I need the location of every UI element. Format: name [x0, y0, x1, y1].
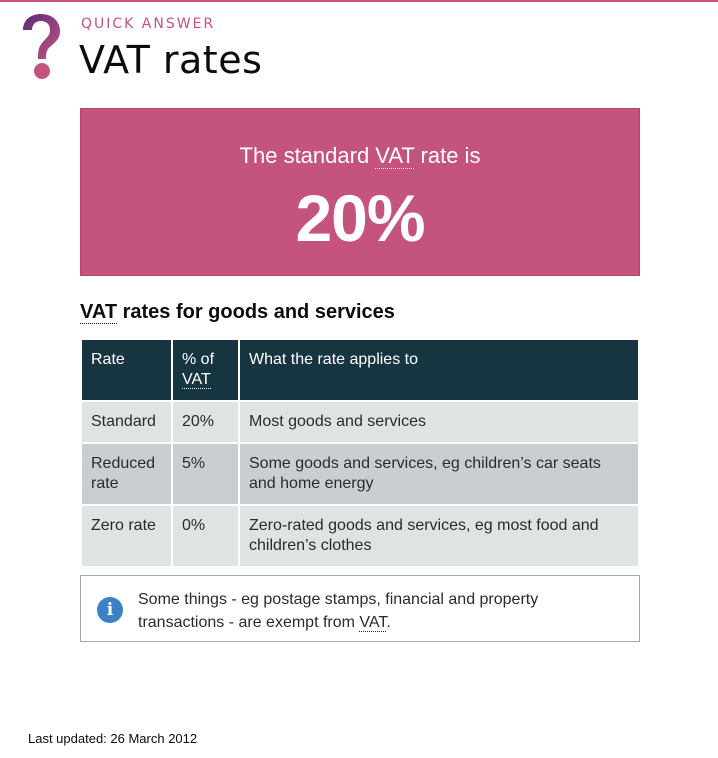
quick-answer-label: QUICK ANSWER — [81, 16, 216, 32]
top-rule — [0, 0, 718, 2]
vat-abbreviation[interactable]: VAT — [375, 143, 415, 169]
standard-rate-highlight: The standard VAT rate is 20% — [80, 108, 640, 276]
rate-applies-cell: Most goods and services — [238, 400, 640, 444]
last-updated: Last updated: 26 March 2012 — [28, 731, 198, 746]
table-row: Zero rate 0% Zero-rated goods and servic… — [80, 504, 640, 568]
standard-rate-value: 20% — [295, 181, 425, 255]
exemption-info-box: i Some things - eg postage stamps, finan… — [80, 575, 640, 642]
rate-percent-cell: 0% — [171, 504, 240, 568]
table-header-row: Rate % of VAT What the rate applies to — [80, 338, 640, 402]
exemption-info-text: Some things - eg postage stamps, financi… — [138, 588, 608, 634]
vat-rates-table: Rate % of VAT What the rate applies to St… — [80, 338, 640, 568]
vat-abbreviation[interactable]: VAT — [80, 301, 118, 324]
section-heading: VAT rates for goods and services — [80, 301, 395, 324]
rate-applies-cell: Some goods and services, eg children’s c… — [238, 442, 640, 506]
rate-percent-cell: 5% — [171, 442, 240, 506]
highlight-lead-suffix: rate is — [414, 143, 481, 168]
column-header-percent: % of VAT — [171, 338, 240, 402]
rate-percent-cell: 20% — [171, 400, 240, 444]
page-title: VAT rates — [79, 38, 263, 82]
column-header-percent-text: % of — [182, 351, 215, 368]
highlight-lead-prefix: The standard — [239, 143, 376, 168]
info-icon: i — [97, 597, 123, 623]
highlight-lead: The standard VAT rate is — [81, 143, 639, 169]
rate-applies-cell: Zero-rated goods and services, eg most f… — [238, 504, 640, 568]
table-row: Reduced rate 5% Some goods and services,… — [80, 442, 640, 506]
rate-name-cell: Zero rate — [80, 504, 173, 568]
exemption-text: Some things - eg postage stamps, financi… — [138, 591, 539, 631]
table-row: Standard 20% Most goods and services — [80, 400, 640, 444]
vat-abbreviation[interactable]: VAT — [182, 371, 211, 389]
column-header-rate: Rate — [80, 338, 173, 402]
vat-abbreviation[interactable]: VAT — [359, 614, 387, 632]
exemption-text-suffix: . — [386, 614, 391, 631]
section-heading-text: rates for goods and services — [117, 301, 395, 323]
rate-name-cell: Reduced rate — [80, 442, 173, 506]
rate-name-cell: Standard — [80, 400, 173, 444]
question-mark-icon — [23, 14, 60, 79]
column-header-applies: What the rate applies to — [238, 338, 640, 402]
